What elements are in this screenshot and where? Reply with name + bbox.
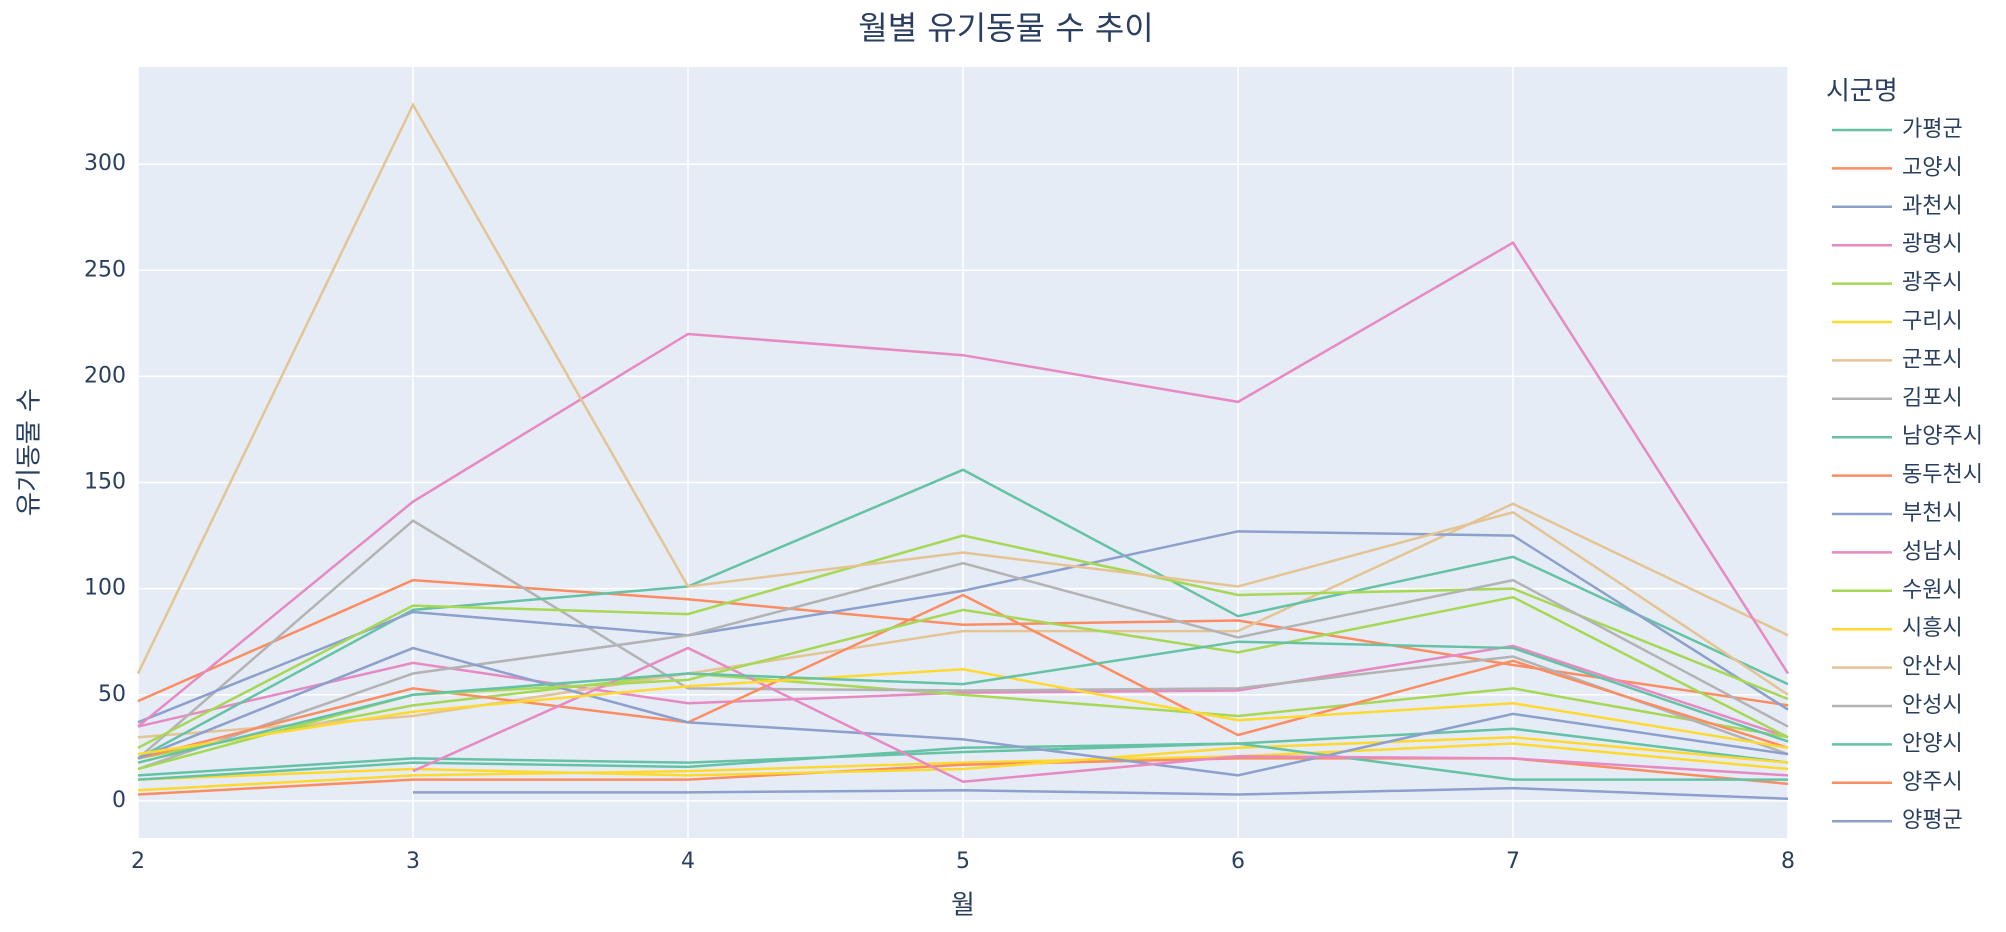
legend-label: 수원시 bbox=[1902, 578, 1963, 603]
y-tick-label: 300 bbox=[84, 151, 126, 176]
y-tick-label: 0 bbox=[112, 788, 126, 813]
x-tick-label: 6 bbox=[1231, 849, 1245, 874]
series-line bbox=[137, 241, 1790, 728]
series-line bbox=[137, 561, 1789, 771]
legend-label: 남양주시 bbox=[1902, 424, 1983, 449]
series-line bbox=[137, 742, 1788, 781]
legend-label: 양주시 bbox=[1902, 770, 1963, 795]
legend-label: 과천시 bbox=[1902, 194, 1963, 219]
legend-label: 김포시 bbox=[1902, 386, 1963, 411]
legend-title: 시군명 bbox=[1826, 77, 1898, 107]
series-line bbox=[137, 646, 1789, 777]
x-axis-label: 월 bbox=[951, 891, 975, 921]
y-tick-label: 50 bbox=[98, 682, 126, 707]
chart-title: 월별 유기동물 수 추이 bbox=[858, 9, 1153, 47]
series-line bbox=[137, 644, 1789, 739]
legend-label: 안양시 bbox=[1902, 731, 1963, 756]
y-tick-label: 200 bbox=[84, 363, 126, 388]
series-line bbox=[137, 640, 1789, 764]
series-line bbox=[413, 786, 1789, 800]
y-tick-label: 100 bbox=[84, 576, 126, 601]
legend-label: 성남시 bbox=[1902, 539, 1963, 564]
legend-label: 안산시 bbox=[1902, 655, 1963, 680]
legend-label: 양평군 bbox=[1902, 808, 1963, 833]
legend-label: 안성시 bbox=[1902, 693, 1963, 718]
x-tick-label: 7 bbox=[1506, 849, 1520, 874]
y-tick-label: 250 bbox=[84, 257, 126, 282]
legend-label: 시흥시 bbox=[1902, 616, 1963, 641]
series-line bbox=[137, 742, 1789, 792]
legend-label: 구리시 bbox=[1902, 309, 1963, 334]
x-tick-label: 2 bbox=[131, 849, 145, 874]
legend-label: 고양시 bbox=[1902, 155, 1963, 180]
series-line bbox=[137, 672, 1789, 760]
series-line bbox=[137, 578, 1789, 707]
series-line bbox=[136, 102, 1789, 696]
legend-label: 동두천시 bbox=[1902, 463, 1983, 488]
legend-label: 광주시 bbox=[1902, 271, 1963, 296]
series-line bbox=[137, 502, 1789, 739]
series-line bbox=[412, 646, 1789, 784]
x-tick-label: 5 bbox=[956, 849, 970, 874]
y-tick-label: 150 bbox=[84, 470, 126, 495]
y-axis-label: 유기동물 수 bbox=[15, 388, 45, 516]
series-line bbox=[137, 727, 1789, 777]
series-line bbox=[137, 735, 1789, 781]
series-line bbox=[137, 468, 1789, 760]
series-line bbox=[137, 668, 1789, 756]
legend-label: 가평군 bbox=[1902, 117, 1963, 142]
legend-label: 부천시 bbox=[1902, 501, 1963, 526]
x-tick-label: 8 bbox=[1781, 849, 1795, 874]
series-line bbox=[137, 519, 1789, 760]
legend-label: 군포시 bbox=[1902, 347, 1963, 372]
legend-label: 광명시 bbox=[1902, 232, 1963, 257]
x-tick-label: 3 bbox=[406, 849, 420, 874]
series-line bbox=[137, 593, 1789, 760]
series-line bbox=[137, 534, 1789, 749]
x-tick-label: 4 bbox=[681, 849, 695, 874]
series-line bbox=[137, 530, 1789, 724]
